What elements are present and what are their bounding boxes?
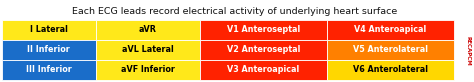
Bar: [96, 60, 200, 80]
Bar: [200, 20, 327, 40]
Text: aVL Lateral: aVL Lateral: [122, 46, 173, 55]
Text: V3 Anteroapical: V3 Anteroapical: [228, 66, 300, 75]
Text: aVR: aVR: [139, 26, 157, 35]
Text: I Lateral: I Lateral: [30, 26, 68, 35]
Bar: [2, 60, 96, 80]
Bar: [327, 60, 454, 80]
Text: aVF Inferior: aVF Inferior: [121, 66, 175, 75]
Text: RECAPCM: RECAPCM: [465, 36, 471, 66]
Bar: [2, 20, 96, 40]
Text: V1 Anteroseptal: V1 Anteroseptal: [227, 26, 300, 35]
Text: II Inferior: II Inferior: [27, 46, 70, 55]
Text: V2 Anteroseptal: V2 Anteroseptal: [227, 46, 300, 55]
Text: V4 Anteroapical: V4 Anteroapical: [355, 26, 427, 35]
Bar: [96, 40, 200, 60]
Bar: [200, 40, 327, 60]
Bar: [96, 20, 200, 40]
Text: Each ECG leads record electrical activity of underlying heart surface: Each ECG leads record electrical activit…: [72, 6, 397, 15]
Text: V5 Anterolateral: V5 Anterolateral: [353, 46, 428, 55]
Text: V6 Anterolateral: V6 Anterolateral: [353, 66, 428, 75]
Bar: [327, 40, 454, 60]
Text: III Inferior: III Inferior: [26, 66, 72, 75]
Bar: [327, 20, 454, 40]
Bar: [2, 40, 96, 60]
Bar: [200, 60, 327, 80]
